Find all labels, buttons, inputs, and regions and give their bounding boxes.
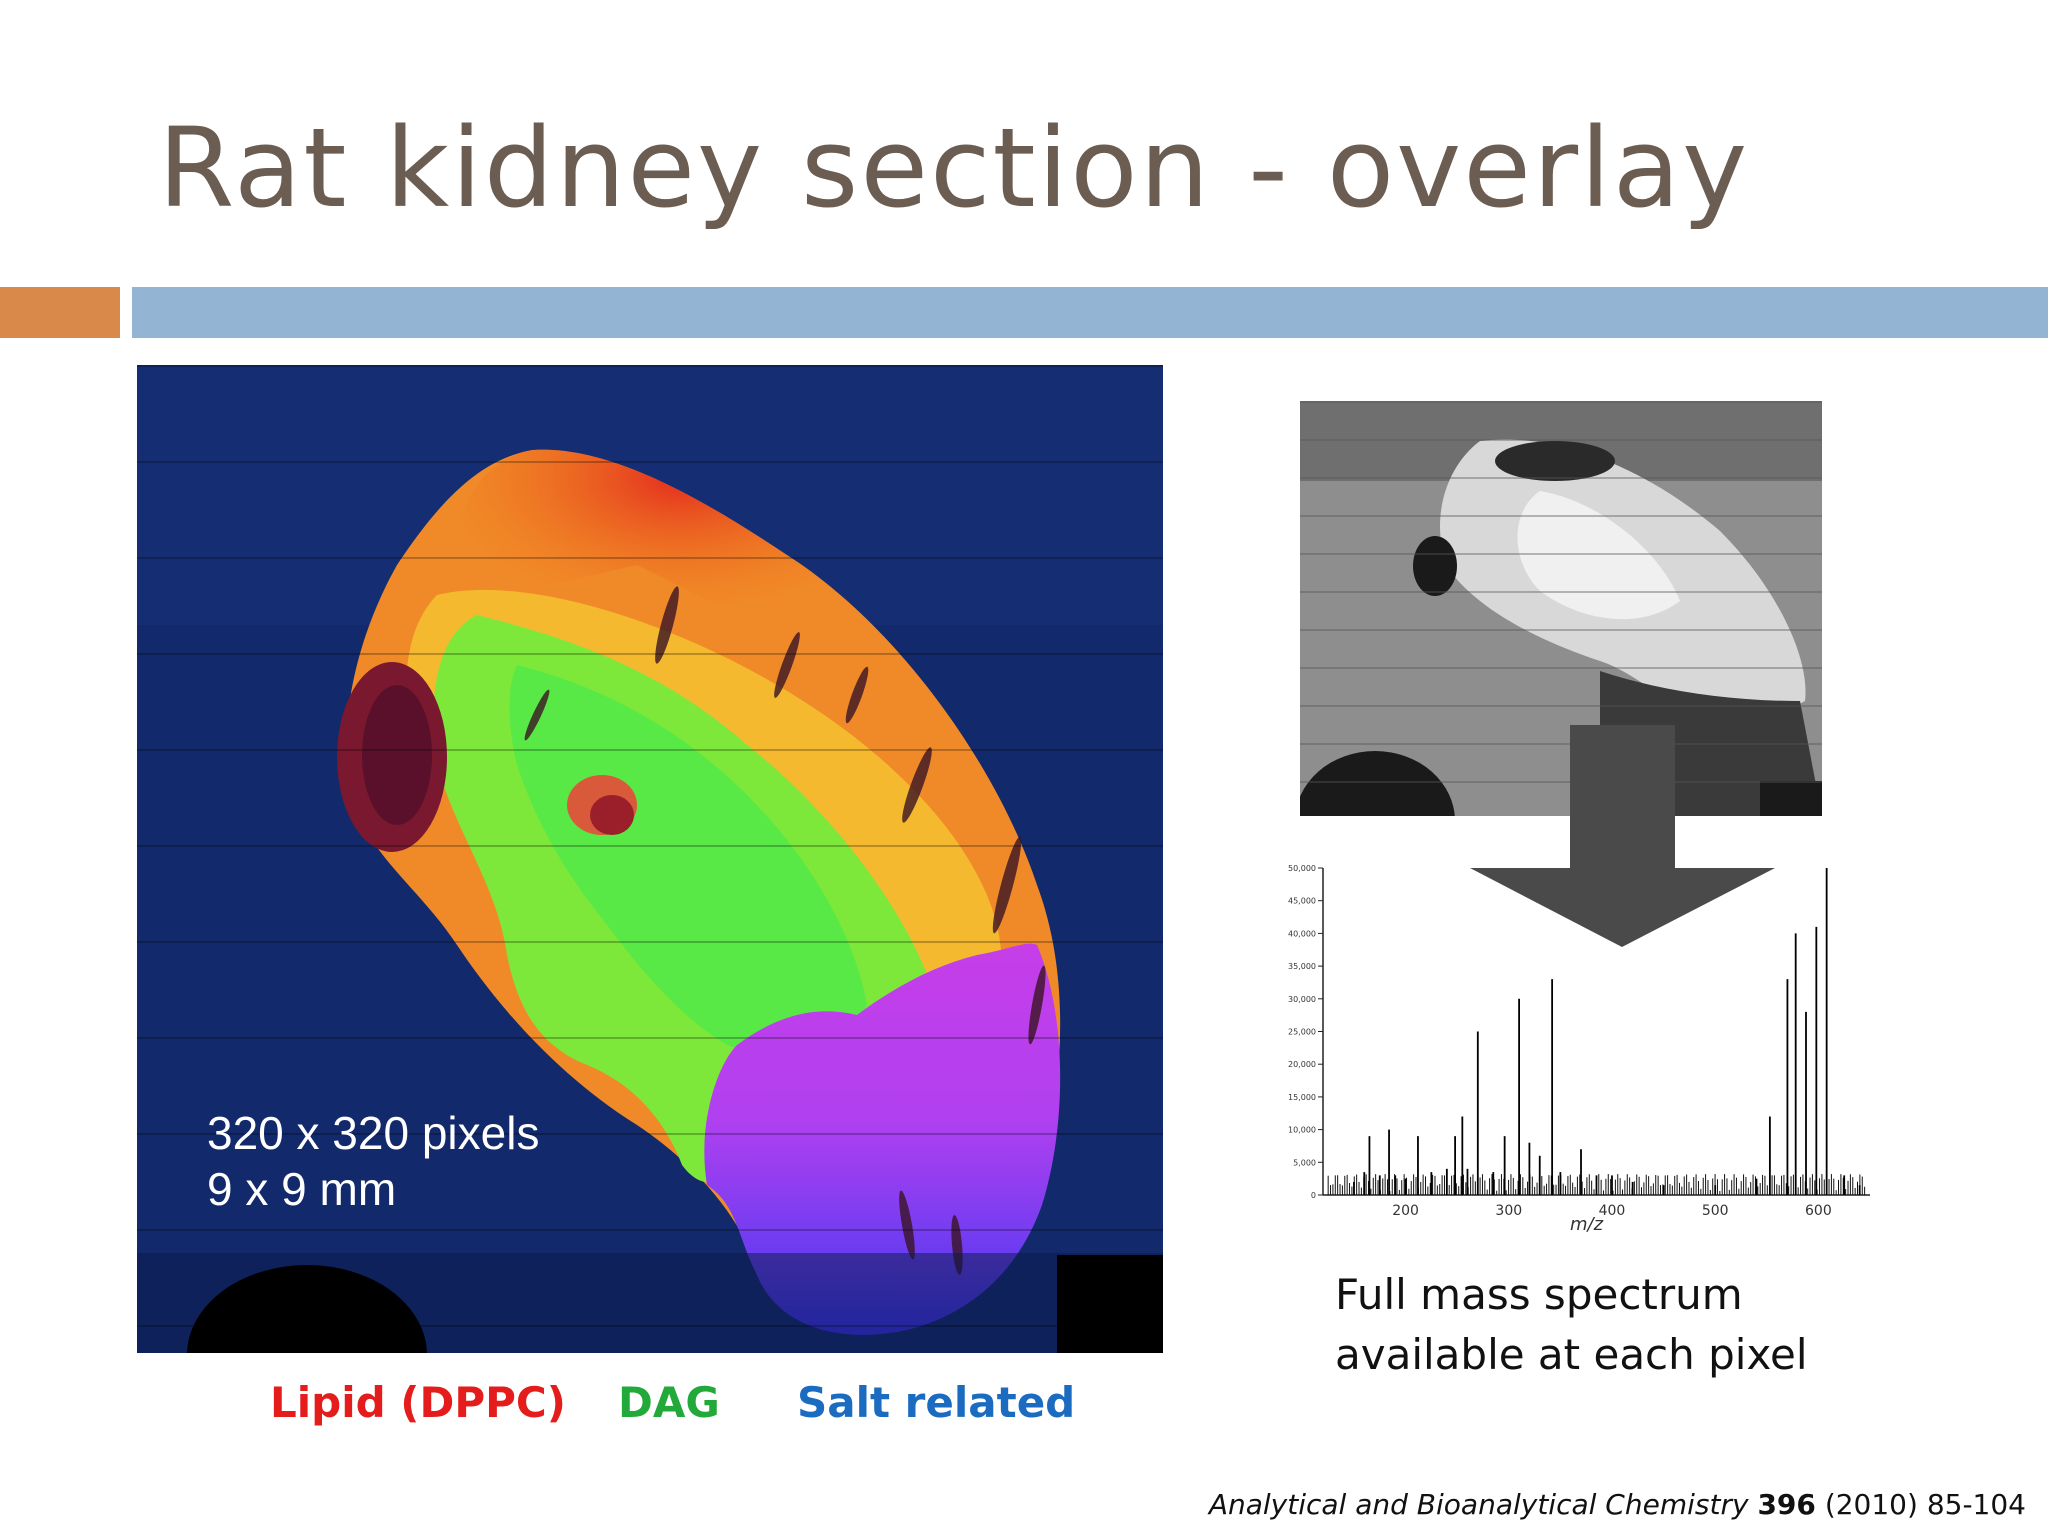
accent-bar-orange — [0, 287, 120, 338]
spectrum-y-tick-label: 40,000 — [1288, 929, 1316, 938]
spectrum-y-tick-label: 5,000 — [1293, 1158, 1316, 1167]
caption-line-1: Full mass spectrum — [1335, 1270, 1743, 1319]
pixels-label: 320 x 320 pixels — [207, 1107, 540, 1159]
slide-title: Rat kidney section - overlay — [158, 104, 1750, 232]
spectrum-y-tick-label: 45,000 — [1288, 897, 1316, 906]
spectrum-caption: Full mass spectrum available at each pix… — [1335, 1265, 1895, 1385]
spectrum-y-tick-label: 10,000 — [1288, 1126, 1316, 1135]
citation: Analytical and Bioanalytical Chemistry 3… — [1209, 1488, 2026, 1521]
citation-rest: (2010) 85-104 — [1824, 1488, 2026, 1521]
spectrum-y-tick-label: 35,000 — [1288, 962, 1316, 971]
caption-line-2: available at each pixel — [1335, 1330, 1808, 1379]
grayscale-graphic — [1300, 401, 1822, 816]
accent-bar-blue — [132, 287, 2048, 338]
mass-spectrum-chart: 50,000 45,000 40,000 35,000 30,000 25,000 20,0… — [1288, 864, 1870, 1235]
spectrum-x-tick-label: 200 — [1392, 1203, 1419, 1219]
overlay-annotation: 320 x 320 pixels 9 x 9 mm — [207, 1105, 539, 1217]
grayscale-ion-image — [1300, 401, 1822, 816]
spectrum-y-tick-label: 0 — [1311, 1191, 1316, 1200]
kidney-overlay-image: 320 x 320 pixels 9 x 9 mm — [137, 365, 1163, 1353]
spectrum-x-tick-label: 600 — [1805, 1203, 1832, 1219]
down-arrow-icon — [1470, 725, 1775, 947]
spectrum-y-tick-label: 50,000 — [1288, 864, 1316, 873]
spectrum-y-tick-label: 25,000 — [1288, 1028, 1316, 1037]
kidney-overlay-graphic — [137, 365, 1163, 1353]
spectrum-x-label: m/z — [1570, 1214, 1604, 1235]
spectrum-y-tick-label: 30,000 — [1288, 995, 1316, 1004]
citation-journal: Analytical and Bioanalytical Chemistry — [1208, 1488, 1749, 1521]
spectrum-y-tick-label: 15,000 — [1288, 1093, 1316, 1102]
legend-lipid: Lipid (DPPC) — [270, 1378, 566, 1427]
citation-volume: 396 — [1757, 1488, 1816, 1521]
legend-dag: DAG — [618, 1378, 720, 1427]
legend-salt: Salt related — [797, 1378, 1076, 1427]
spectrum-x-tick-label: 400 — [1599, 1203, 1626, 1219]
size-label: 9 x 9 mm — [207, 1163, 397, 1215]
spectrum-x-tick-label: 300 — [1495, 1203, 1522, 1219]
spectrum-y-tick-label: 20,000 — [1288, 1060, 1316, 1069]
spectrum-x-tick-label: 500 — [1702, 1203, 1729, 1219]
